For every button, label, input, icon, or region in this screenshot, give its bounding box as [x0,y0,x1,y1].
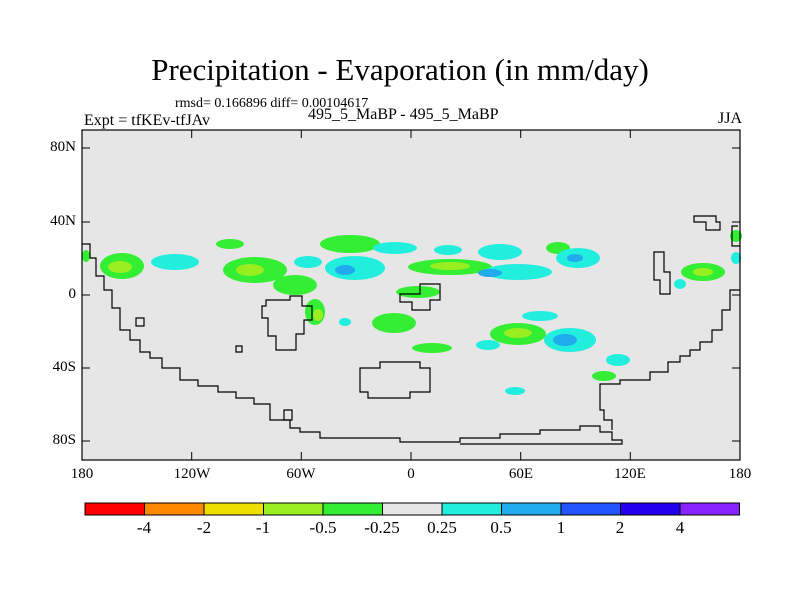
colorbar-label: 1 [556,518,566,537]
colorbar-label: -4 [136,518,152,537]
neg-core [313,309,323,321]
pos-core [478,269,502,277]
colorbar-swatch [144,502,205,516]
neg-patch [412,343,452,353]
colorbar-label: 0.5 [490,518,512,537]
map-ticks [82,130,740,460]
neg-core [693,268,713,276]
pos-patch [606,354,630,366]
experiment-label: Expt = tfKEv-tfJAv [84,112,211,129]
colorbar-swatch [382,502,443,516]
neg-patch [216,239,244,249]
coastline [261,295,313,351]
season-label: JJA [717,110,742,127]
x-tick-label: 60W [286,466,316,482]
neg-patch [592,371,616,381]
colorbar-label: -0.25 [364,518,400,537]
y-tick-label: 80N [50,139,76,155]
colorbar-swatch [203,502,264,516]
y-tick-label: 80S [52,432,76,448]
pos-patch [478,244,522,260]
pos-patch [151,254,199,270]
colorbar-label: 4 [675,518,685,537]
x-tick-label: 120E [614,466,646,482]
neg-patch [82,250,90,262]
colorbar-swatch [620,502,681,516]
neg-core [430,262,470,270]
colorbar-label: 2 [615,518,625,537]
y-tick-label: 40S [52,359,76,375]
pos-patch [325,256,385,280]
colorbar-swatch [560,502,621,516]
pos-core [567,254,583,262]
coastline [283,409,293,421]
colorbar-swatch [263,502,324,516]
pos-patch [522,311,558,321]
x-tick-label: 180 [728,466,752,482]
colorbar-label: -2 [196,518,212,537]
coastline [693,215,721,231]
colorbar [84,502,740,516]
pos-patch [373,242,417,254]
x-tick-label: 60E [508,466,534,482]
page-title: Precipitation - Evaporation (in mm/day) [151,52,649,87]
land-outlines [82,215,740,445]
colorbar-swatch [501,502,562,516]
colorbar-swatch [322,502,383,516]
pos-patch [484,264,552,280]
neg-patch [396,286,440,298]
pos-core [335,265,355,275]
coastline [135,317,145,327]
coastline [599,289,740,430]
coastline [653,251,671,295]
rmsd-diff-stats: rmsd= 0.166896 diff= 0.00104617 [175,96,369,111]
x-tick-label: 120W [173,466,211,482]
colorbar-label: -1 [255,518,271,537]
coastline [731,225,740,247]
neg-core [108,261,132,273]
pos-patch [731,252,741,264]
neg-patch [730,230,742,242]
neg-patch [273,275,317,295]
neg-patch [320,235,380,253]
pos-patch [674,279,686,289]
colorbar-label: 0.25 [427,518,457,537]
colorbar-swatch [679,502,740,516]
pos-patch [294,256,322,268]
anomaly-shading [82,230,742,395]
pos-patch [505,387,525,395]
coastline [359,361,431,399]
x-tick-label: 180 [70,466,94,482]
pos-core [553,334,577,346]
colorbar-swatch [441,502,502,516]
x-tick-label: 0 [407,466,415,482]
neg-core [236,264,264,276]
pos-patch [339,318,351,326]
colorbar-swatch [84,502,145,516]
neg-patch [372,313,416,333]
pos-patch [476,340,500,350]
colorbar-label: -0.5 [309,518,337,537]
neg-core [504,328,532,338]
coastline [82,243,623,445]
pos-patch [434,245,462,255]
case-label: 495_5_MaBP - 495_5_MaBP [308,106,499,123]
y-tick-label: 0 [68,286,77,302]
coastline [235,345,243,353]
coastline [399,283,441,311]
y-tick-label: 40N [50,213,76,229]
